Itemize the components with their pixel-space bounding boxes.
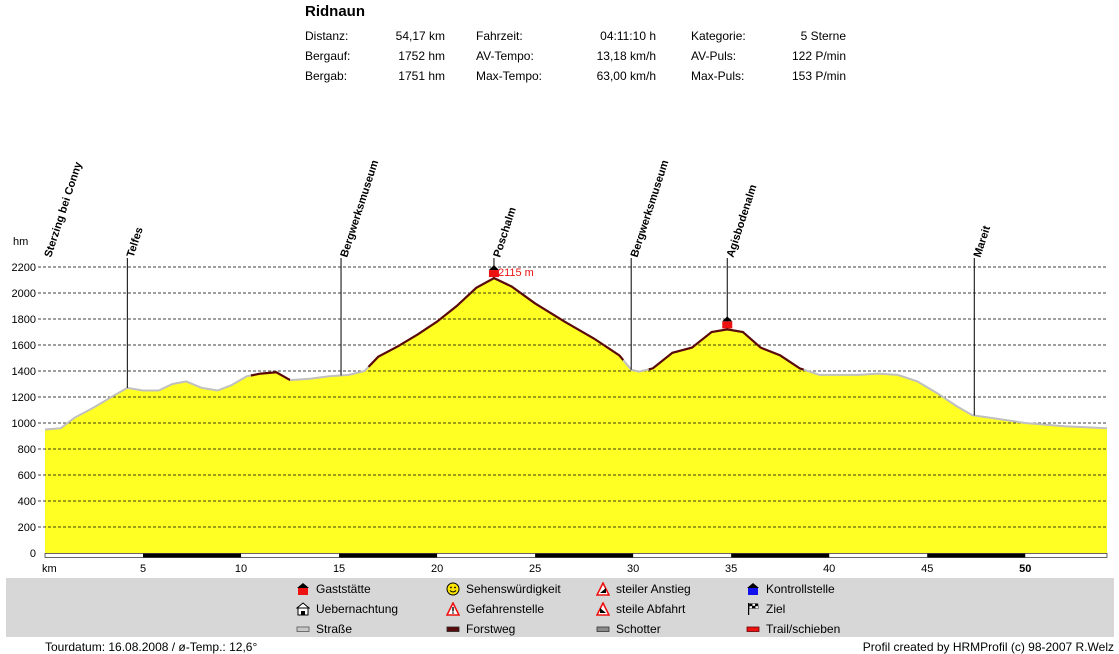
- x-tick-label: 20: [431, 563, 443, 575]
- gaststaette-icon: [488, 270, 499, 278]
- stat-label: Max-Puls:: [691, 69, 745, 83]
- waypoint-label: Mareit: [972, 224, 994, 259]
- footer-credits: Profil created by HRMProfil (c) 98-2007 …: [862, 640, 1114, 654]
- stat-value: 5 Sterne: [800, 29, 846, 43]
- legend-panel: Gaststätte Sehenswürdigkeit steiler Anst…: [6, 578, 1114, 637]
- gaststaette-roof-icon: [722, 316, 733, 322]
- stat-value: 1751 hm: [398, 69, 445, 83]
- x-axis-band-block: [927, 553, 1026, 558]
- stats-col-2: Fahrzeit: 04:11:10 h AV-Tempo: 13,18 km/h …: [476, 26, 656, 86]
- x-axis-band-block: [143, 553, 242, 558]
- stat-value: 122 P/min: [791, 49, 846, 63]
- forstweg-icon: [446, 626, 460, 632]
- stat-value: 1752 hm: [398, 49, 445, 63]
- footer-tour-info: Tourdatum: 16.08.2008 / ø-Temp.: 12,6°: [45, 640, 258, 654]
- x-axis-band-block: [535, 553, 634, 558]
- surface-strasse: [290, 366, 370, 382]
- y-tick-label: 200: [18, 522, 36, 534]
- x-tick-label: 5: [140, 563, 146, 575]
- y-tick-label: 2000: [12, 288, 36, 300]
- steile-abfahrt-icon: [596, 602, 610, 616]
- waypoint-label: Bergwerksmuseum: [629, 158, 672, 258]
- y-tick-label: 600: [18, 470, 36, 482]
- y-tick-label: 2200: [12, 262, 36, 274]
- steiler-anstieg-icon: [596, 582, 610, 596]
- y-tick-label: 1600: [12, 340, 36, 352]
- ziel-icon: [748, 603, 759, 615]
- strasse-icon: [296, 626, 310, 632]
- stat-label: AV-Puls:: [691, 49, 737, 63]
- stat-value: 13,18 km/h: [596, 49, 656, 63]
- sehenswuerdigkeit-icon: [446, 582, 460, 596]
- y-tick-label: 1200: [12, 392, 36, 404]
- stat-label: Distanz:: [305, 29, 349, 43]
- surface-forstweg: [367, 276, 625, 368]
- gefahrenstelle-icon: [446, 602, 460, 616]
- stat-label: Max-Tempo:: [476, 69, 543, 83]
- y-tick-label: 1800: [12, 314, 36, 326]
- tour-title: Ridnaun: [305, 3, 365, 20]
- gaststaette-icon: [722, 321, 733, 329]
- stat-value: 04:11:10 h: [600, 29, 656, 43]
- y-axis-label: hm: [13, 236, 28, 248]
- elevation-profile-chart: hm 0 200 400 600 800 1000 1200 1400 1600 1800 2000 2…: [12, 158, 1108, 575]
- x-tick-label: 10: [235, 563, 247, 575]
- stats-col-1: Distanz: 54,17 km Bergauf: 1752 hm Bergab:…: [305, 26, 445, 86]
- x-tick-label: 40: [823, 563, 835, 575]
- x-tick-label: 25: [529, 563, 541, 575]
- stat-value: 63,00 km/h: [596, 69, 656, 83]
- x-axis-band-block: [731, 553, 830, 558]
- stat-label: Kategorie:: [691, 29, 746, 43]
- x-axis-band-block: [339, 553, 438, 558]
- y-tick-label: 1000: [12, 418, 36, 430]
- surface-strasse: [622, 359, 650, 373]
- x-tick-label: 30: [627, 563, 639, 575]
- surface-strasse: [803, 368, 1108, 430]
- stat-label: Bergauf:: [305, 49, 351, 63]
- x-tick-label: 45: [921, 563, 933, 575]
- y-tick-label: 800: [18, 444, 36, 456]
- surface-forstweg: [250, 371, 291, 382]
- y-tick-label: 0: [30, 548, 36, 560]
- kontrollstelle-icon: [747, 583, 759, 595]
- y-tick-label: 400: [18, 496, 36, 508]
- waypoint-label: Agisbodenalm: [725, 183, 760, 259]
- stat-label: AV-Tempo:: [476, 49, 534, 63]
- x-tick-label: 50: [1019, 563, 1031, 575]
- x-tick-label: 35: [725, 563, 737, 575]
- waypoint-label: Bergwerksmuseum: [338, 158, 381, 258]
- x-tick-label: 15: [333, 563, 345, 575]
- waypoint-label: Sterzing bei Conny: [42, 160, 84, 259]
- elevation-area: [45, 278, 1107, 553]
- waypoint-label: Poschalm: [491, 206, 519, 259]
- peak-elevation-label: 2115 m: [498, 267, 534, 279]
- schotter-icon: [596, 626, 610, 632]
- trail-icon: [746, 626, 760, 632]
- gaststaette-icon: [297, 583, 309, 595]
- stat-value: 153 P/min: [791, 69, 846, 83]
- gaststaette-roof-icon: [488, 265, 499, 271]
- stat-value: 54,17 km: [395, 29, 445, 43]
- y-tick-label: 1400: [12, 366, 36, 378]
- stat-label: Bergab:: [305, 69, 348, 83]
- x-axis-label: km: [42, 563, 57, 575]
- stat-label: Fahrzeit:: [476, 29, 523, 43]
- surface-strasse: [44, 374, 252, 431]
- waypoint-label: Telfes: [125, 226, 146, 259]
- stats-col-3: Kategorie: 5 Sterne AV-Puls: 122 P/min Max…: [691, 26, 846, 86]
- uebernachtung-icon: [296, 602, 310, 616]
